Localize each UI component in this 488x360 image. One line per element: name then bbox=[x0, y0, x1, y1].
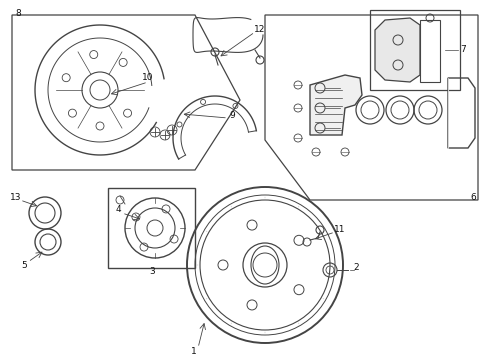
Bar bbox=[108, 188, 195, 268]
Text: 11: 11 bbox=[334, 225, 345, 234]
Text: 3: 3 bbox=[149, 267, 155, 276]
Text: 5: 5 bbox=[21, 261, 27, 270]
Text: 13: 13 bbox=[10, 193, 21, 202]
Bar bbox=[419, 20, 439, 82]
Text: 7: 7 bbox=[459, 45, 465, 54]
Text: 9: 9 bbox=[229, 111, 234, 120]
Polygon shape bbox=[374, 18, 419, 82]
Text: 10: 10 bbox=[142, 73, 153, 82]
Text: 8: 8 bbox=[15, 9, 21, 18]
Text: 6: 6 bbox=[469, 194, 475, 202]
Bar bbox=[369, 10, 459, 90]
Text: 4: 4 bbox=[115, 206, 121, 215]
Text: 12: 12 bbox=[254, 26, 265, 35]
Text: 2: 2 bbox=[352, 264, 358, 273]
Polygon shape bbox=[309, 75, 361, 135]
Text: 1: 1 bbox=[191, 346, 197, 356]
